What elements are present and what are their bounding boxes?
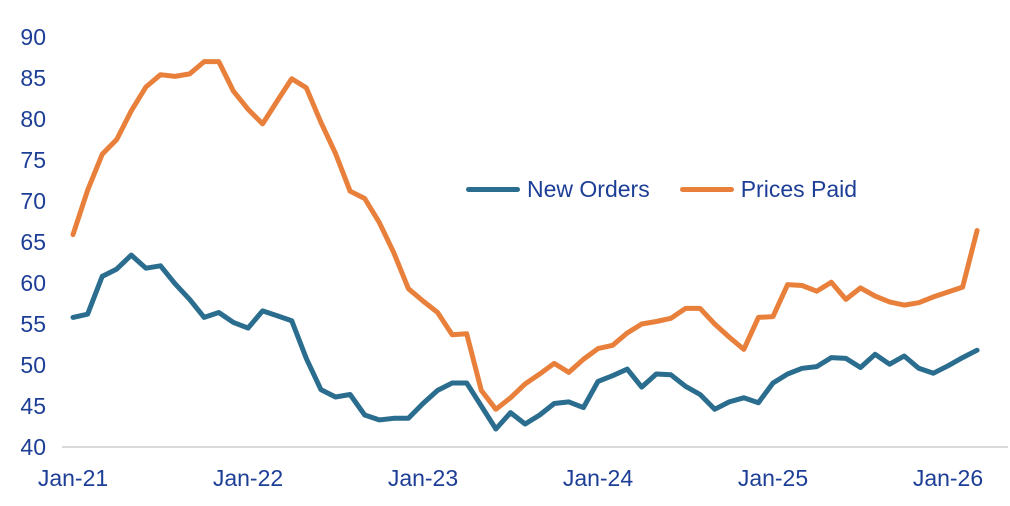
y-tick-label-65: 65 [20,229,46,255]
prices-paid-legend-swatch [679,187,734,192]
y-tick-label-70: 70 [20,188,46,214]
x-tick-label-Jan-26: Jan-26 [913,465,983,491]
y-tick-label-40: 40 [20,434,46,460]
new-orders-legend-swatch [466,187,520,192]
new-orders-line [70,252,980,432]
prices-paid-legend-label: Prices Paid [740,176,858,202]
chart-legend: New Orders Prices Paid [466,178,857,201]
x-tick-label-Jan-21: Jan-21 [38,465,108,491]
y-tick-label-75: 75 [20,147,46,173]
y-tick-label-85: 85 [20,65,46,91]
y-tick-label-60: 60 [20,270,46,296]
legend-item-new-orders: New Orders [466,178,650,201]
legend-item-prices-paid: Prices Paid [679,176,858,202]
new-orders-legend-label: New Orders [527,176,650,202]
y-tick-label-45: 45 [20,393,46,419]
x-tick-label-Jan-23: Jan-23 [388,465,458,491]
x-tick-label-Jan-25: Jan-25 [738,465,808,491]
y-tick-label-90: 90 [20,24,46,50]
prices-paid-line [70,59,980,412]
x-tick-label-Jan-24: Jan-24 [563,465,634,491]
y-tick-label-50: 50 [20,352,46,378]
y-tick-label-80: 80 [20,106,46,132]
x-tick-label-Jan-22: Jan-22 [213,465,283,491]
y-tick-label-55: 55 [20,311,46,337]
